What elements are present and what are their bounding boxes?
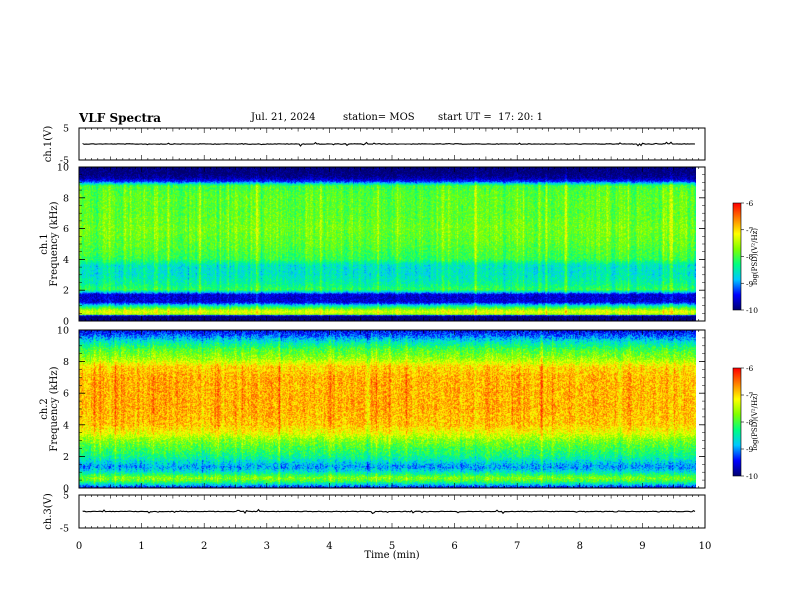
y-tick-label: 2: [63, 452, 69, 463]
colorbar-tick-label: -7: [746, 391, 754, 400]
y-tick-label: 2: [63, 286, 69, 297]
colorbar-tick-label: -10: [746, 472, 758, 481]
y-tick-label: 0: [63, 317, 69, 328]
spectrogram-image: [79, 330, 696, 488]
y-axis-label: ch.2: [39, 398, 50, 420]
y-axis-label: ch.1: [39, 233, 50, 255]
y-tick-label: 0: [63, 484, 69, 495]
x-axis-label: Time (min): [364, 550, 419, 561]
x-tick-label: 8: [577, 541, 583, 552]
x-tick-label: 2: [201, 541, 207, 552]
y-tick-label: 10: [57, 326, 69, 337]
y-tick-label: 4: [63, 255, 69, 266]
start-time-label: start UT = 17: 20: 1: [438, 112, 544, 123]
x-tick-label: 0: [76, 541, 82, 552]
x-tick-label: 4: [326, 541, 332, 552]
ch1-waveform-panel: 5 -5 ch.1(V): [43, 124, 706, 167]
plot-title: VLF Spectra: [79, 111, 162, 125]
y-tick-label: -5: [60, 524, 69, 535]
y-tick-label: 5: [63, 124, 69, 135]
x-tick-label: 1: [138, 541, 144, 552]
ch2-spectrogram-panel: 0 2 4 6 8 10 ch.2 Frequency (kHz): [39, 326, 706, 495]
colorbar-tick-label: -7: [746, 226, 754, 235]
y-tick-label: 6: [63, 389, 69, 400]
x-tick-label: 10: [699, 541, 712, 552]
y-tick-label: 6: [63, 224, 69, 235]
colorbar-tick-label: -9: [746, 445, 754, 454]
spectrogram-image: [79, 167, 696, 321]
colorbar: [732, 367, 742, 477]
y-axis-label: Frequency (kHz): [49, 201, 60, 286]
y-tick-label: 8: [63, 193, 69, 204]
y-tick-label: 5: [63, 491, 69, 502]
y-tick-label: 4: [63, 420, 69, 431]
waveform-trace: [82, 508, 696, 515]
colorbar: [732, 202, 742, 311]
colorbar-tick-label: -9: [746, 279, 754, 288]
waveform-trace: [82, 141, 696, 147]
colorbar-label: log(PSD)(V²/Hz): [751, 228, 759, 285]
x-tick-label: 6: [451, 541, 457, 552]
station-label: station= MOS: [343, 112, 415, 123]
time-axis: 0 1 2 3 4 5 6 7 8 9 10 Time (min): [76, 541, 712, 561]
colorbar-tick-label: -6: [746, 364, 754, 373]
x-tick-label: 7: [514, 541, 520, 552]
colorbar-label: log(PSD)(V²/Hz): [751, 393, 759, 450]
y-tick-label: -5: [60, 156, 69, 167]
x-tick-label: 3: [264, 541, 270, 552]
x-tick-label: 5: [389, 541, 395, 552]
x-tick-label: 9: [639, 541, 645, 552]
y-axis-label: Frequency (kHz): [49, 366, 60, 451]
colorbar-tick-label: -8: [746, 418, 754, 427]
y-axis-label: ch.3(V): [43, 493, 54, 530]
y-tick-label: 8: [63, 357, 69, 368]
colorbars: -6 -7 -8 -9 -10 log(PSD)(V²/Hz) -6 -7 -8 -9 -10 log…: [732, 199, 759, 481]
y-tick-label: 10: [57, 163, 69, 174]
date-label: Jul. 21, 2024: [251, 112, 316, 123]
colorbar-tick-label: -6: [746, 199, 754, 208]
y-axis-label: ch.1(V): [43, 126, 54, 163]
colorbar-tick-label: -8: [746, 253, 754, 262]
ch1-spectrogram-panel: 0 2 4 6 8 10 ch.1 Frequency (kHz): [39, 163, 706, 328]
ch3-waveform-panel: 5 -5 ch.3(V): [43, 491, 706, 535]
colorbar-tick-label: -10: [746, 306, 758, 315]
